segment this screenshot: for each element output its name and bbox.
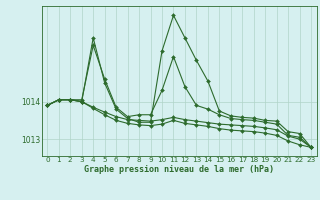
X-axis label: Graphe pression niveau de la mer (hPa): Graphe pression niveau de la mer (hPa)	[84, 165, 274, 174]
